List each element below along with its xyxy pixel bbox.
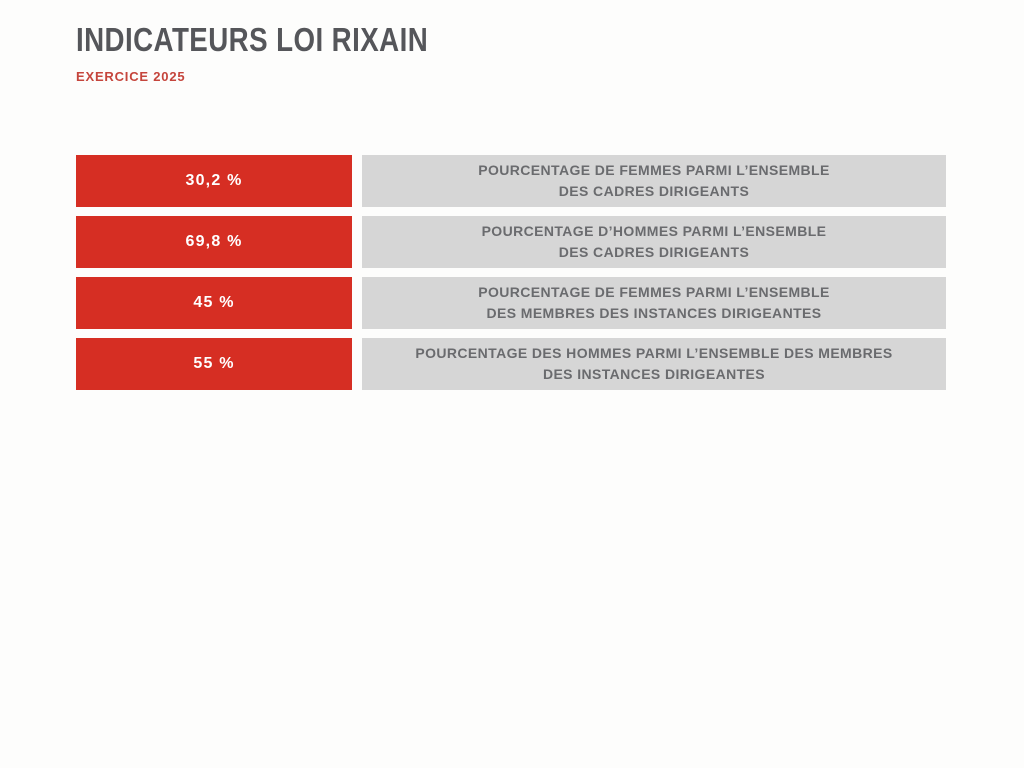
indicator-label-line2: DES INSTANCES DIRIGEANTES <box>542 366 766 382</box>
indicator-value: 69,8 % <box>76 216 352 268</box>
indicator-label: POURCENTAGE DES HOMMES PARMI L’ENSEMBLE … <box>362 338 946 390</box>
indicator-label: POURCENTAGE DE FEMMES PARMI L’ENSEMBLE D… <box>362 277 946 329</box>
indicator-value: 30,2 % <box>76 155 352 207</box>
indicator-label-line1: POURCENTAGE DE FEMMES PARMI L’ENSEMBLE <box>478 284 830 300</box>
indicator-label-line1: POURCENTAGE DES HOMMES PARMI L’ENSEMBLE … <box>415 345 893 361</box>
indicator-value: 45 % <box>76 277 352 329</box>
indicator-label-line1: POURCENTAGE DE FEMMES PARMI L’ENSEMBLE <box>478 162 830 178</box>
indicator-value: 55 % <box>76 338 352 390</box>
page-subtitle: EXERCICE 2025 <box>76 69 186 84</box>
indicator-label-line2: DES CADRES DIRIGEANTS <box>558 244 750 260</box>
indicator-table: 30,2 % POURCENTAGE DE FEMMES PARMI L’ENS… <box>76 155 946 390</box>
indicator-row-femmes-cadres: 30,2 % POURCENTAGE DE FEMMES PARMI L’ENS… <box>76 155 946 207</box>
indicator-label-line1: POURCENTAGE D’HOMMES PARMI L’ENSEMBLE <box>481 223 827 239</box>
indicator-label-line2: DES MEMBRES DES INSTANCES DIRIGEANTES <box>486 305 822 321</box>
indicator-label: POURCENTAGE D’HOMMES PARMI L’ENSEMBLE DE… <box>362 216 946 268</box>
indicator-label: POURCENTAGE DE FEMMES PARMI L’ENSEMBLE D… <box>362 155 946 207</box>
indicator-row-femmes-instances: 45 % POURCENTAGE DE FEMMES PARMI L’ENSEM… <box>76 277 946 329</box>
indicator-label-line2: DES CADRES DIRIGEANTS <box>558 183 750 199</box>
indicator-row-hommes-cadres: 69,8 % POURCENTAGE D’HOMMES PARMI L’ENSE… <box>76 216 946 268</box>
indicator-row-hommes-instances: 55 % POURCENTAGE DES HOMMES PARMI L’ENSE… <box>76 338 946 390</box>
page-title: INDICATEURS LOI RIXAIN <box>76 21 429 58</box>
